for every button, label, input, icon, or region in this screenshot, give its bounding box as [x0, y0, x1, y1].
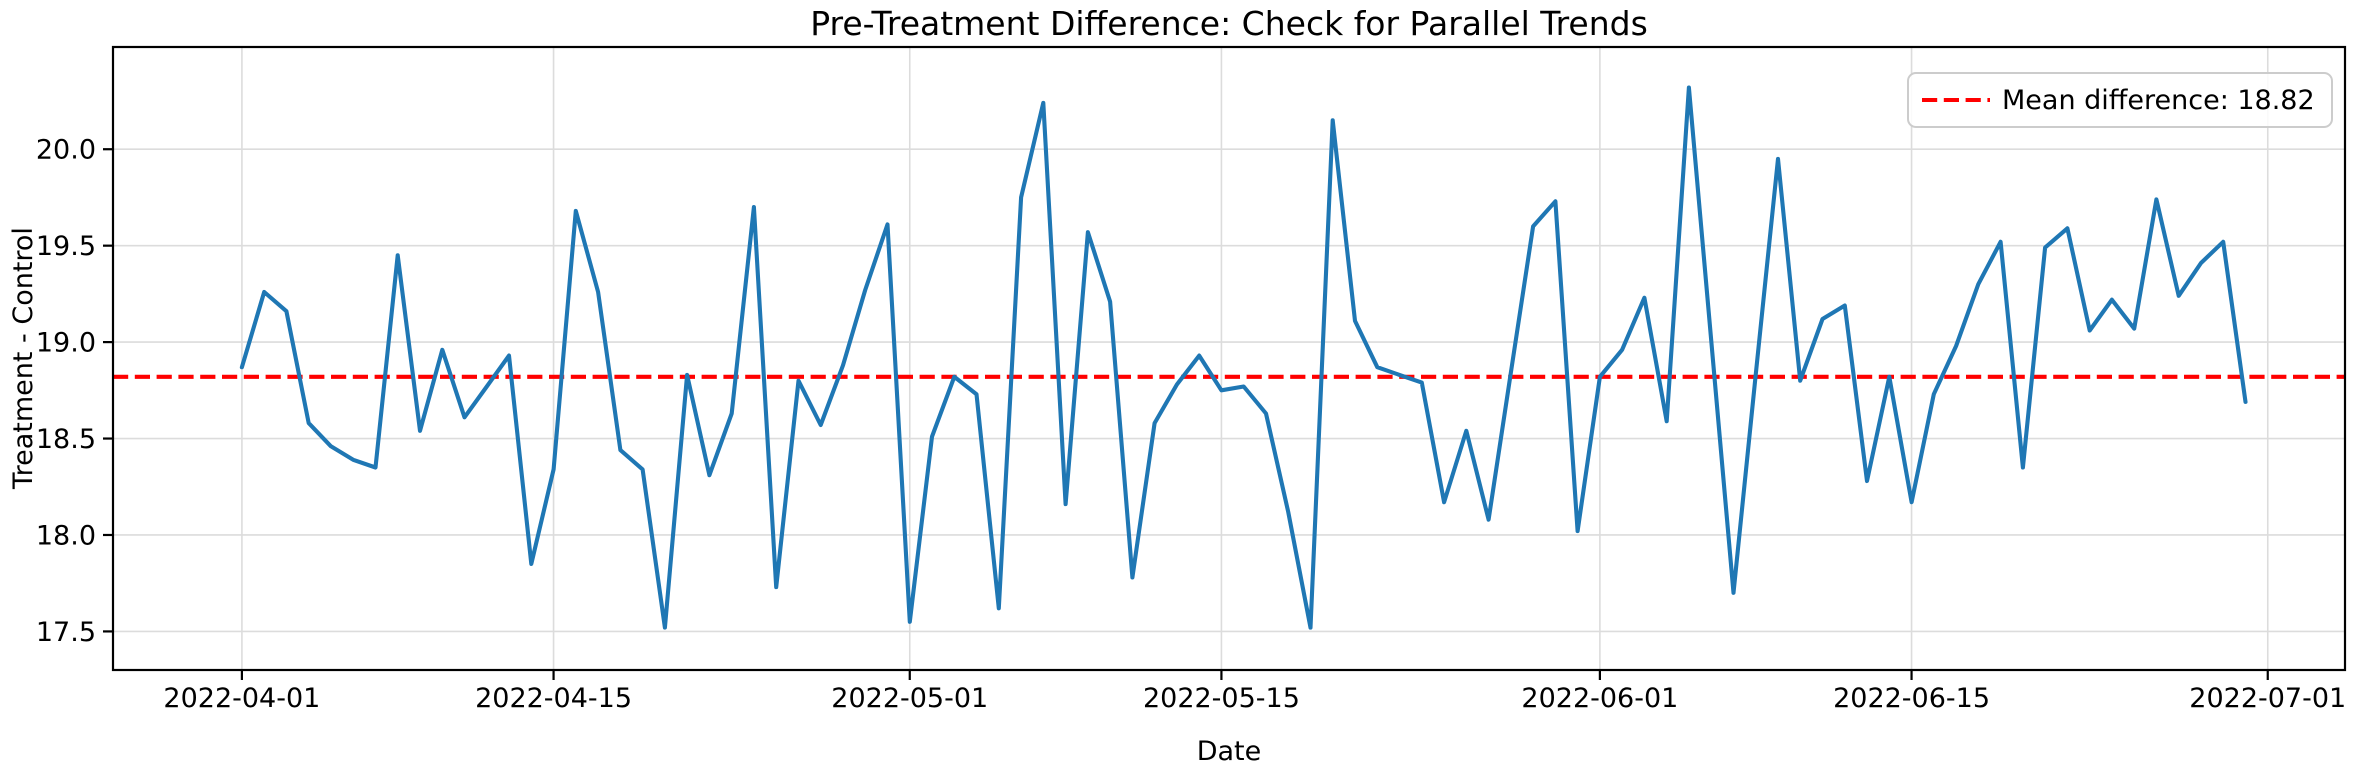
y-tick-label: 17.5 — [36, 617, 96, 648]
x-tick-labels: 2022-04-01 2022-04-15 2022-05-01 2022-05-15… — [163, 683, 2346, 714]
axis-tick-marks — [103, 148, 2269, 680]
y-tick-labels: 17.5 18.0 18.5 19.0 19.5 20.0 — [36, 135, 96, 648]
x-tick-label: 2022-07-01 — [2189, 683, 2346, 714]
x-tick-label: 2022-05-15 — [1143, 683, 1300, 714]
x-tick-label: 2022-06-15 — [1833, 683, 1990, 714]
y-tick-label: 20.0 — [36, 135, 96, 166]
x-tick-label: 2022-04-01 — [163, 683, 320, 714]
legend-box — [1907, 72, 2333, 128]
x-tick-label: 2022-05-01 — [831, 683, 988, 714]
x-tick-label: 2022-06-01 — [1521, 683, 1678, 714]
y-tick-label: 18.0 — [36, 520, 96, 551]
difference-series-line — [239, 85, 2248, 630]
y-tick-label: 19.5 — [36, 231, 96, 262]
y-tick-label: 18.5 — [36, 424, 96, 455]
x-axis-label: Date — [1197, 736, 1262, 767]
legend: Mean difference: 18.82 — [1907, 72, 2333, 128]
chart-title: Pre-Treatment Difference: Check for Para… — [810, 4, 1648, 43]
legend-label: Mean difference: 18.82 — [2002, 85, 2315, 116]
x-tick-label: 2022-04-15 — [475, 683, 632, 714]
gridlines — [113, 47, 2345, 670]
y-tick-label: 19.0 — [36, 328, 96, 359]
plot-border — [111, 45, 2347, 672]
y-axis-label: Treatment - Control — [8, 227, 39, 490]
